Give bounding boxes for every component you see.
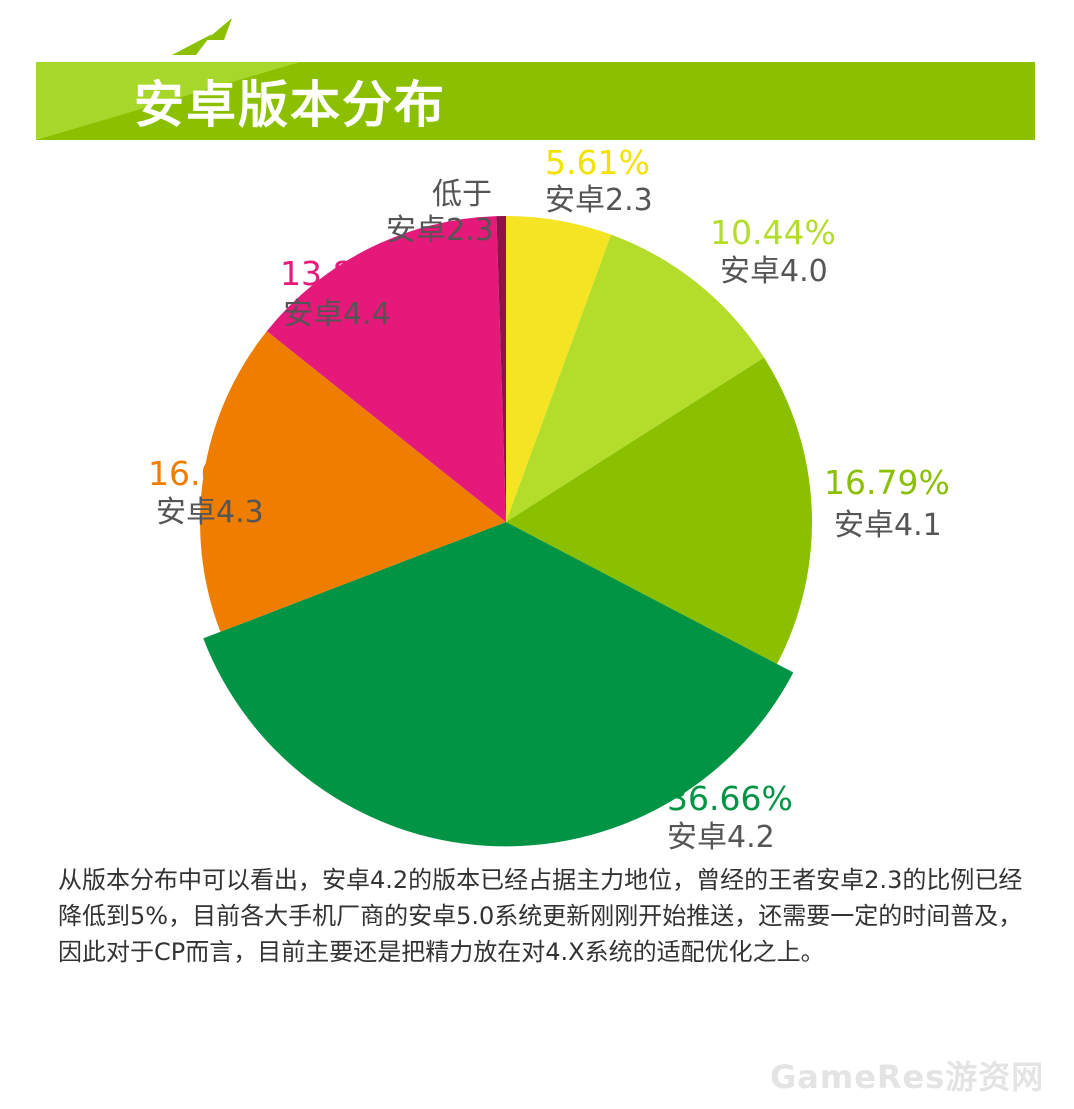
slice-android-4-3	[199, 331, 506, 632]
label-name-4-0: 安卓4.0	[720, 254, 828, 289]
slice-android-2-3	[506, 216, 612, 522]
watermark: GameRes游资网	[770, 1058, 1045, 1096]
page-title: 安卓版本分布	[134, 76, 446, 134]
label-name-4-1: 安卓4.1	[834, 508, 942, 543]
slice-android-4-4	[266, 216, 506, 522]
label-name-4-2: 安卓4.2	[667, 820, 775, 855]
label-pct-4-3: 16.64%	[148, 454, 274, 493]
slice-android-4-2	[203, 522, 794, 847]
label-pct-4-1: 16.79%	[824, 463, 950, 502]
label-name-2-3: 安卓2.3	[545, 183, 653, 218]
pie-chart: 5.61% 安卓2.3 低于 安卓2.3 10.44% 安卓4.0 16.79%…	[148, 143, 950, 855]
logo-mark-icon	[172, 34, 212, 55]
label-pct-4-4: 13.85%	[280, 254, 406, 293]
label-name-4-3: 安卓4.3	[156, 495, 264, 530]
label-pct-4-2: 36.66%	[667, 779, 793, 818]
logo-mark-icon-2	[206, 18, 232, 40]
label-pct-2-3: 5.61%	[545, 143, 650, 182]
label-pct-4-0: 10.44%	[710, 213, 836, 252]
label-name-4-4: 安卓4.4	[283, 297, 391, 332]
slice-android-4-0	[506, 234, 765, 522]
banner-highlight	[36, 62, 300, 140]
description-text: 从版本分布中可以看出，安卓4.2的版本已经占据主力地位，曾经的王者安卓2.3的比…	[58, 866, 1023, 966]
pie-slices	[199, 216, 812, 847]
label-below-line1: 低于	[432, 177, 492, 212]
title-banner	[36, 18, 1035, 140]
label-below-line2: 安卓2.3	[386, 213, 494, 248]
slice-android-4-1	[506, 357, 812, 664]
slice-below-2-3	[496, 216, 506, 522]
